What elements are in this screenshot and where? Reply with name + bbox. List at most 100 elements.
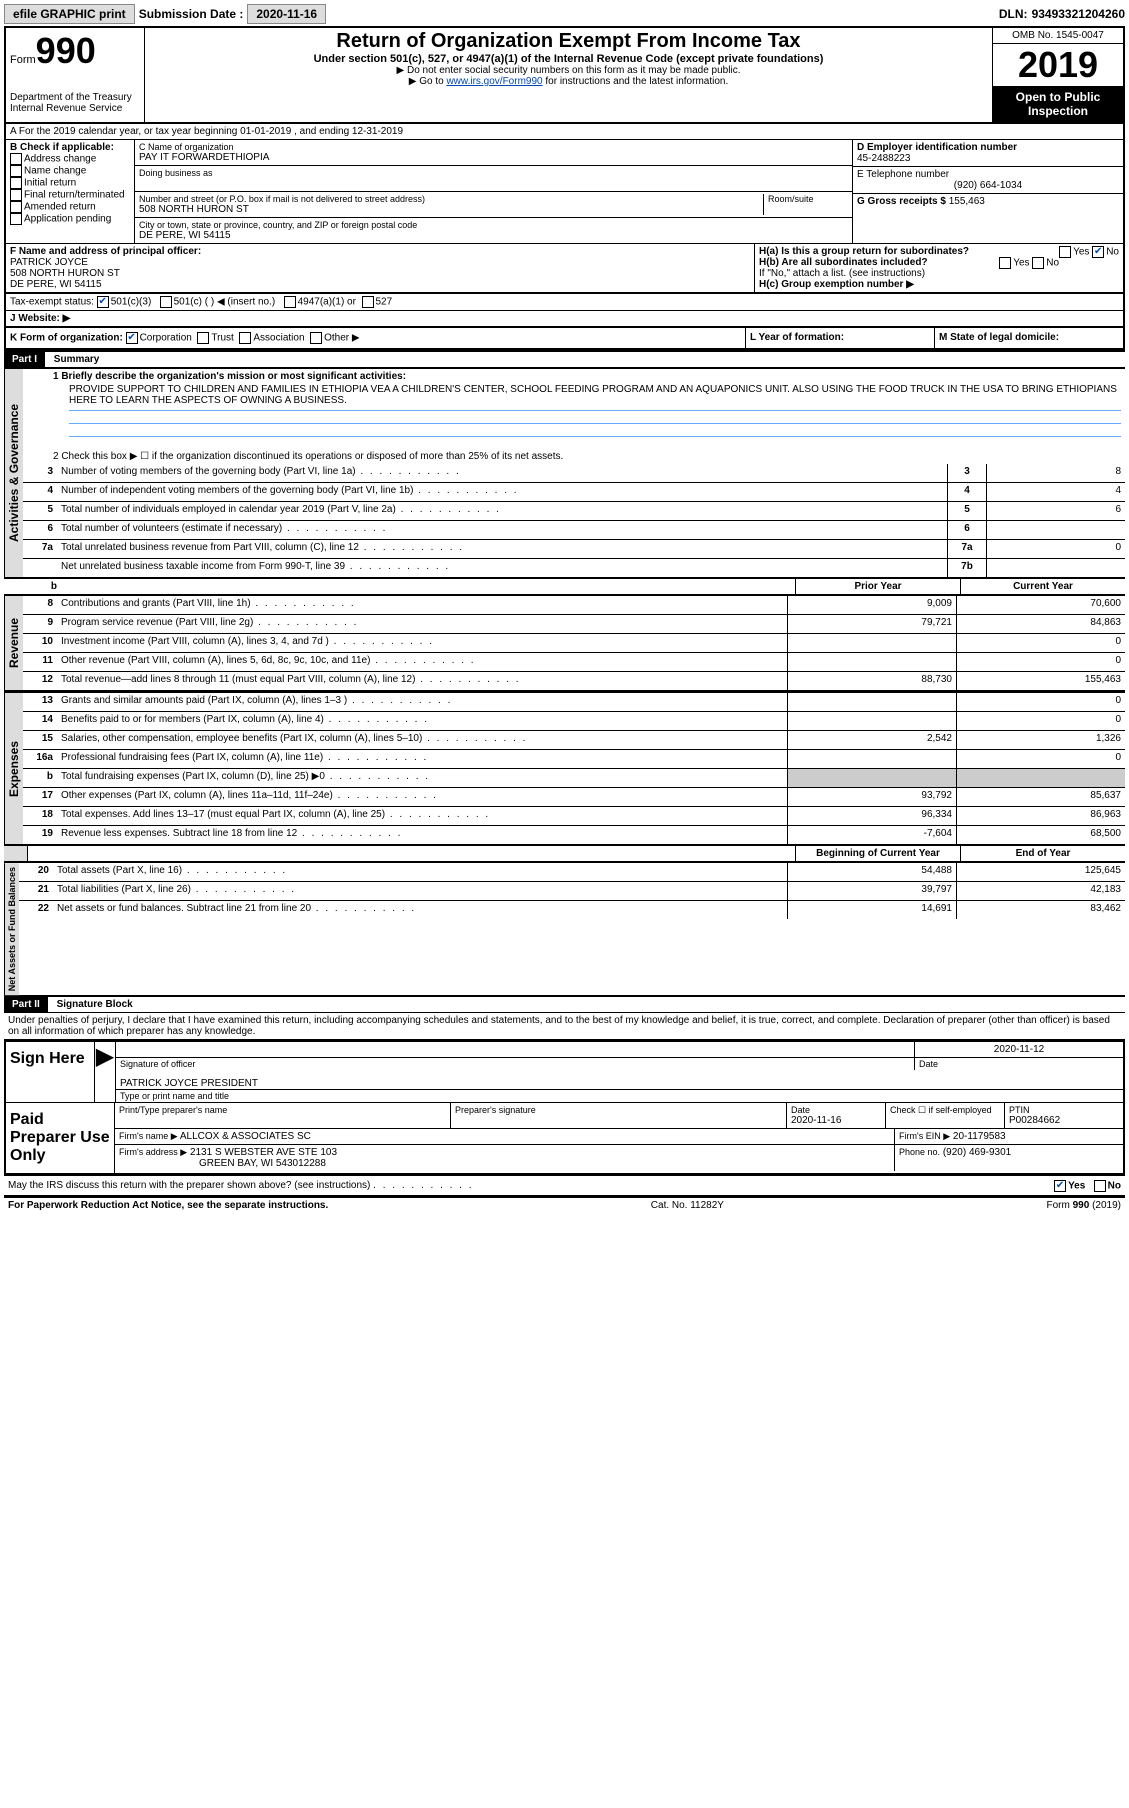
summary-row: 12 Total revenue—add lines 8 through 11 … [23, 672, 1125, 690]
sign-here-label: Sign Here [6, 1042, 94, 1102]
room-label: Room/suite [768, 194, 848, 204]
cb-app-pending[interactable] [10, 213, 22, 225]
form-org-label: K Form of organization: [10, 333, 123, 344]
firm-phone: (920) 469-9301 [943, 1147, 1011, 1158]
cb-initial-return[interactable] [10, 177, 22, 189]
form-header: Form990 Department of the Treasury Inter… [4, 28, 1125, 124]
hb-row: H(b) Are all subordinates included? Yes … [759, 257, 1119, 268]
ptin: P00284662 [1009, 1115, 1119, 1126]
sign-date: 2020-11-12 [914, 1042, 1123, 1057]
summary-row: 14 Benefits paid to or for members (Part… [23, 712, 1125, 731]
cb-assoc[interactable] [239, 332, 251, 344]
summary-row: 8 Contributions and grants (Part VIII, l… [23, 596, 1125, 615]
form-number: 990 [36, 30, 96, 71]
discuss-yes[interactable] [1054, 1180, 1066, 1192]
tax-year: 2019 [993, 44, 1123, 86]
summary-row: 11 Other revenue (Part VIII, column (A),… [23, 653, 1125, 672]
ha-row: H(a) Is this a group return for subordin… [759, 246, 1119, 257]
summary-row: 5 Total number of individuals employed i… [23, 502, 1125, 521]
ssn-note: ▶ Do not enter social security numbers o… [151, 65, 986, 76]
box-b: B Check if applicable: Address change Na… [6, 140, 135, 243]
cb-other[interactable] [310, 332, 322, 344]
state-domicile: M State of legal domicile: [939, 332, 1059, 343]
cb-address-change[interactable] [10, 153, 22, 165]
summary-row: 15 Salaries, other compensation, employe… [23, 731, 1125, 750]
summary-row: 6 Total number of volunteers (estimate i… [23, 521, 1125, 540]
form-footer: Form 990 (2019) [1047, 1200, 1121, 1211]
dln-label: DLN: [999, 7, 1028, 21]
cb-corp[interactable] [126, 332, 138, 344]
officer-printed-name: PATRICK JOYCE PRESIDENT [116, 1070, 1123, 1089]
city-label: City or town, state or province, country… [139, 220, 848, 230]
summary-row: 20 Total assets (Part X, line 16) 54,488… [19, 863, 1125, 882]
omb-number: OMB No. 1545-0047 [993, 28, 1123, 44]
part2-title: Signature Block [51, 999, 133, 1010]
org-name: PAY IT FORWARDETHIOPIA [139, 152, 848, 163]
top-bar: efile GRAPHIC print Submission Date : 20… [4, 4, 1125, 28]
goto-pre: ▶ Go to [409, 76, 447, 87]
cb-amended[interactable] [10, 201, 22, 213]
part2-header: Part II [4, 997, 48, 1012]
open-inspection: Open to Public Inspection [993, 86, 1123, 122]
cb-527[interactable] [362, 296, 374, 308]
summary-row: 22 Net assets or fund balances. Subtract… [19, 901, 1125, 919]
cb-trust[interactable] [197, 332, 209, 344]
summary-row: 7a Total unrelated business revenue from… [23, 540, 1125, 559]
cb-501c3[interactable] [97, 296, 109, 308]
paperwork-notice: For Paperwork Reduction Act Notice, see … [8, 1200, 328, 1211]
summary-row: 4 Number of independent voting members o… [23, 483, 1125, 502]
summary-row: 21 Total liabilities (Part X, line 26) 3… [19, 882, 1125, 901]
hb-no[interactable] [1032, 257, 1044, 269]
identity-section: A For the 2019 calendar year, or tax yea… [4, 124, 1125, 352]
sig-date-label: Date [914, 1057, 1123, 1070]
line1-label: 1 Briefly describe the organization's mi… [23, 369, 1125, 384]
summary-row: 18 Total expenses. Add lines 13–17 (must… [23, 807, 1125, 826]
line-a: A For the 2019 calendar year, or tax yea… [6, 124, 1123, 140]
ha-no[interactable] [1092, 246, 1104, 258]
arrow-icon: ▶ [94, 1042, 115, 1102]
form-title: Return of Organization Exempt From Incom… [151, 30, 986, 53]
cb-501c[interactable] [160, 296, 172, 308]
summary-row: Net unrelated business taxable income fr… [23, 559, 1125, 577]
prior-year-hdr: Prior Year [795, 579, 960, 594]
summary-row: 13 Grants and similar amounts paid (Part… [23, 693, 1125, 712]
ha-yes[interactable] [1059, 246, 1071, 258]
prep-name-label: Print/Type preparer's name [115, 1103, 450, 1128]
ein-label: D Employer identification number [857, 142, 1119, 153]
side-netassets: Net Assets or Fund Balances [4, 863, 19, 995]
cb-4947[interactable] [284, 296, 296, 308]
officer-name: PATRICK JOYCE [10, 257, 750, 268]
hb-yes[interactable] [999, 257, 1011, 269]
part1-title: Summary [48, 354, 100, 365]
part1-header: Part I [4, 352, 45, 367]
dln-value: 93493321204260 [1032, 7, 1125, 21]
gross-label: G Gross receipts $ [857, 196, 946, 207]
firm-name: ALLCOX & ASSOCIATES SC [180, 1131, 311, 1142]
irs-link[interactable]: www.irs.gov/Form990 [446, 76, 542, 87]
form-label: Form [10, 54, 36, 66]
discuss-no[interactable] [1094, 1180, 1106, 1192]
side-activities: Activities & Governance [4, 369, 23, 577]
box-b-label: B Check if applicable: [10, 142, 130, 153]
officer-addr1: 508 NORTH HURON ST [10, 268, 750, 279]
dept-treasury: Department of the Treasury Internal Reve… [10, 92, 140, 114]
cb-name-change[interactable] [10, 165, 22, 177]
hc-row: H(c) Group exemption number ▶ [759, 279, 1119, 290]
submission-date: 2020-11-16 [247, 4, 326, 24]
summary-row: 19 Revenue less expenses. Subtract line … [23, 826, 1125, 844]
submission-date-label: Submission Date : [139, 7, 244, 21]
phone-value: (920) 664-1034 [857, 180, 1119, 191]
summary-row: 10 Investment income (Part VIII, column … [23, 634, 1125, 653]
side-revenue: Revenue [4, 596, 23, 690]
line2: 2 Check this box ▶ ☐ if the organization… [23, 449, 1125, 464]
officer-addr2: DE PERE, WI 54115 [10, 279, 750, 290]
firm-ein: 20-1179583 [953, 1131, 1006, 1142]
cb-final-return[interactable] [10, 189, 22, 201]
form-subtitle: Under section 501(c), 527, or 4947(a)(1)… [151, 53, 986, 65]
paid-preparer-label: Paid Preparer Use Only [6, 1103, 114, 1173]
firm-addr1: 2131 S WEBSTER AVE STE 103 [190, 1147, 337, 1158]
tax-status-row: Tax-exempt status: 501(c)(3) 501(c) ( ) … [6, 293, 1123, 311]
efile-button[interactable]: efile GRAPHIC print [4, 4, 135, 24]
begin-year-hdr: Beginning of Current Year [795, 846, 960, 861]
summary-row: b Total fundraising expenses (Part IX, c… [23, 769, 1125, 788]
